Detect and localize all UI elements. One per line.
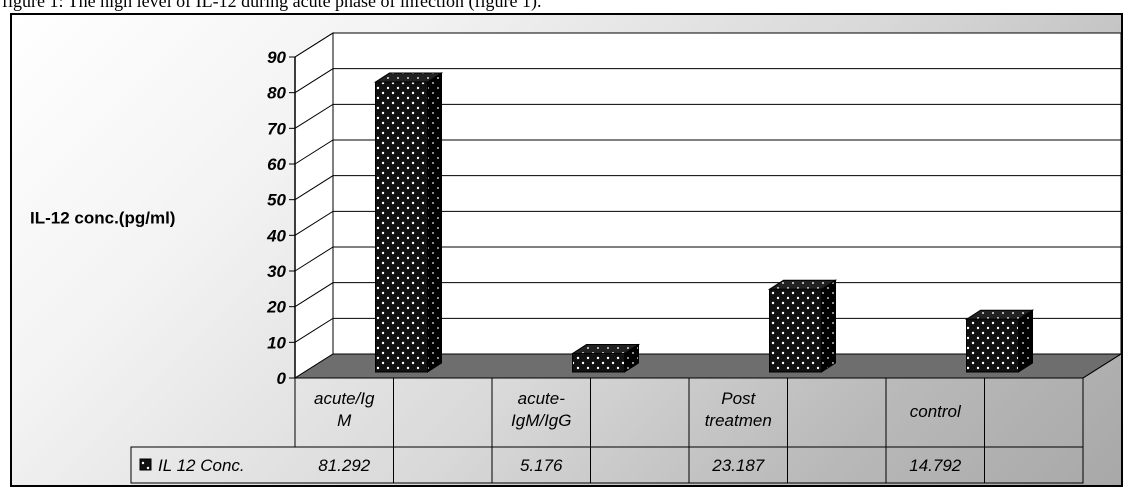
chart-walls [293,32,1123,379]
gridline [294,139,1121,165]
figure-caption: figure 1: The high level of IL-12 during… [0,0,1129,12]
data-table: acute/Ig M 81.292 acute- IgM/IgG 5.176 Post tre… [130,353,1122,484]
y-axis: 0 10 20 30 40 50 60 70 80 90 IL-12 conc.(pg/ml) [30,48,296,388]
gridline [294,175,1121,201]
y-tick-label: 30 [267,262,286,281]
category-label: IgM/IgG [511,411,571,430]
bar [570,343,641,373]
bars [373,72,1035,373]
category-label: Post [721,389,756,408]
bar-front [572,353,625,373]
y-tick-label: 90 [267,48,286,67]
side-wall [294,32,334,379]
y-tick-label: 10 [267,333,286,352]
value-label: 5.176 [520,456,563,475]
gridline [294,32,1121,58]
category-label: control [910,402,962,421]
gridline [294,282,1121,308]
bar [964,309,1035,373]
bar-front [966,318,1019,373]
floor-edge [1082,353,1122,379]
category-label: acute- [518,389,566,408]
y-tick-label: 80 [267,84,286,103]
y-tick-label: 40 [266,226,286,245]
category-label: M [337,411,352,430]
gridline [294,68,1121,94]
bar-side [1018,309,1033,373]
table-value-row [130,446,1084,484]
value-label: 23.187 [711,456,765,475]
y-axis-label: IL-12 conc.(pg/ml) [30,209,175,228]
bar [373,72,444,373]
y-tick-label: 50 [267,191,286,210]
gridline [294,317,1121,343]
gridline [294,246,1121,272]
bar-front [375,81,428,373]
gridline [294,210,1121,236]
y-tick-label: 20 [266,298,286,317]
value-label: 14.792 [909,456,962,475]
gridline [294,103,1121,129]
bar-front [769,288,822,373]
caption-text: figure 1: The high level of IL-12 during… [2,0,542,11]
legend-swatch [139,458,152,471]
back-wall [332,32,1122,355]
category-label: acute/Ig [314,389,375,408]
value-label: 81.292 [318,456,371,475]
bar-side [821,279,836,373]
bar [767,279,838,373]
bar-side [427,72,442,373]
y-tick-label: 60 [267,155,286,174]
legend-label: IL 12 Conc. [158,456,245,475]
category-label: treatmen [705,411,772,430]
y-tick-label: 70 [267,119,286,138]
y-tick-label: 0 [277,369,287,388]
